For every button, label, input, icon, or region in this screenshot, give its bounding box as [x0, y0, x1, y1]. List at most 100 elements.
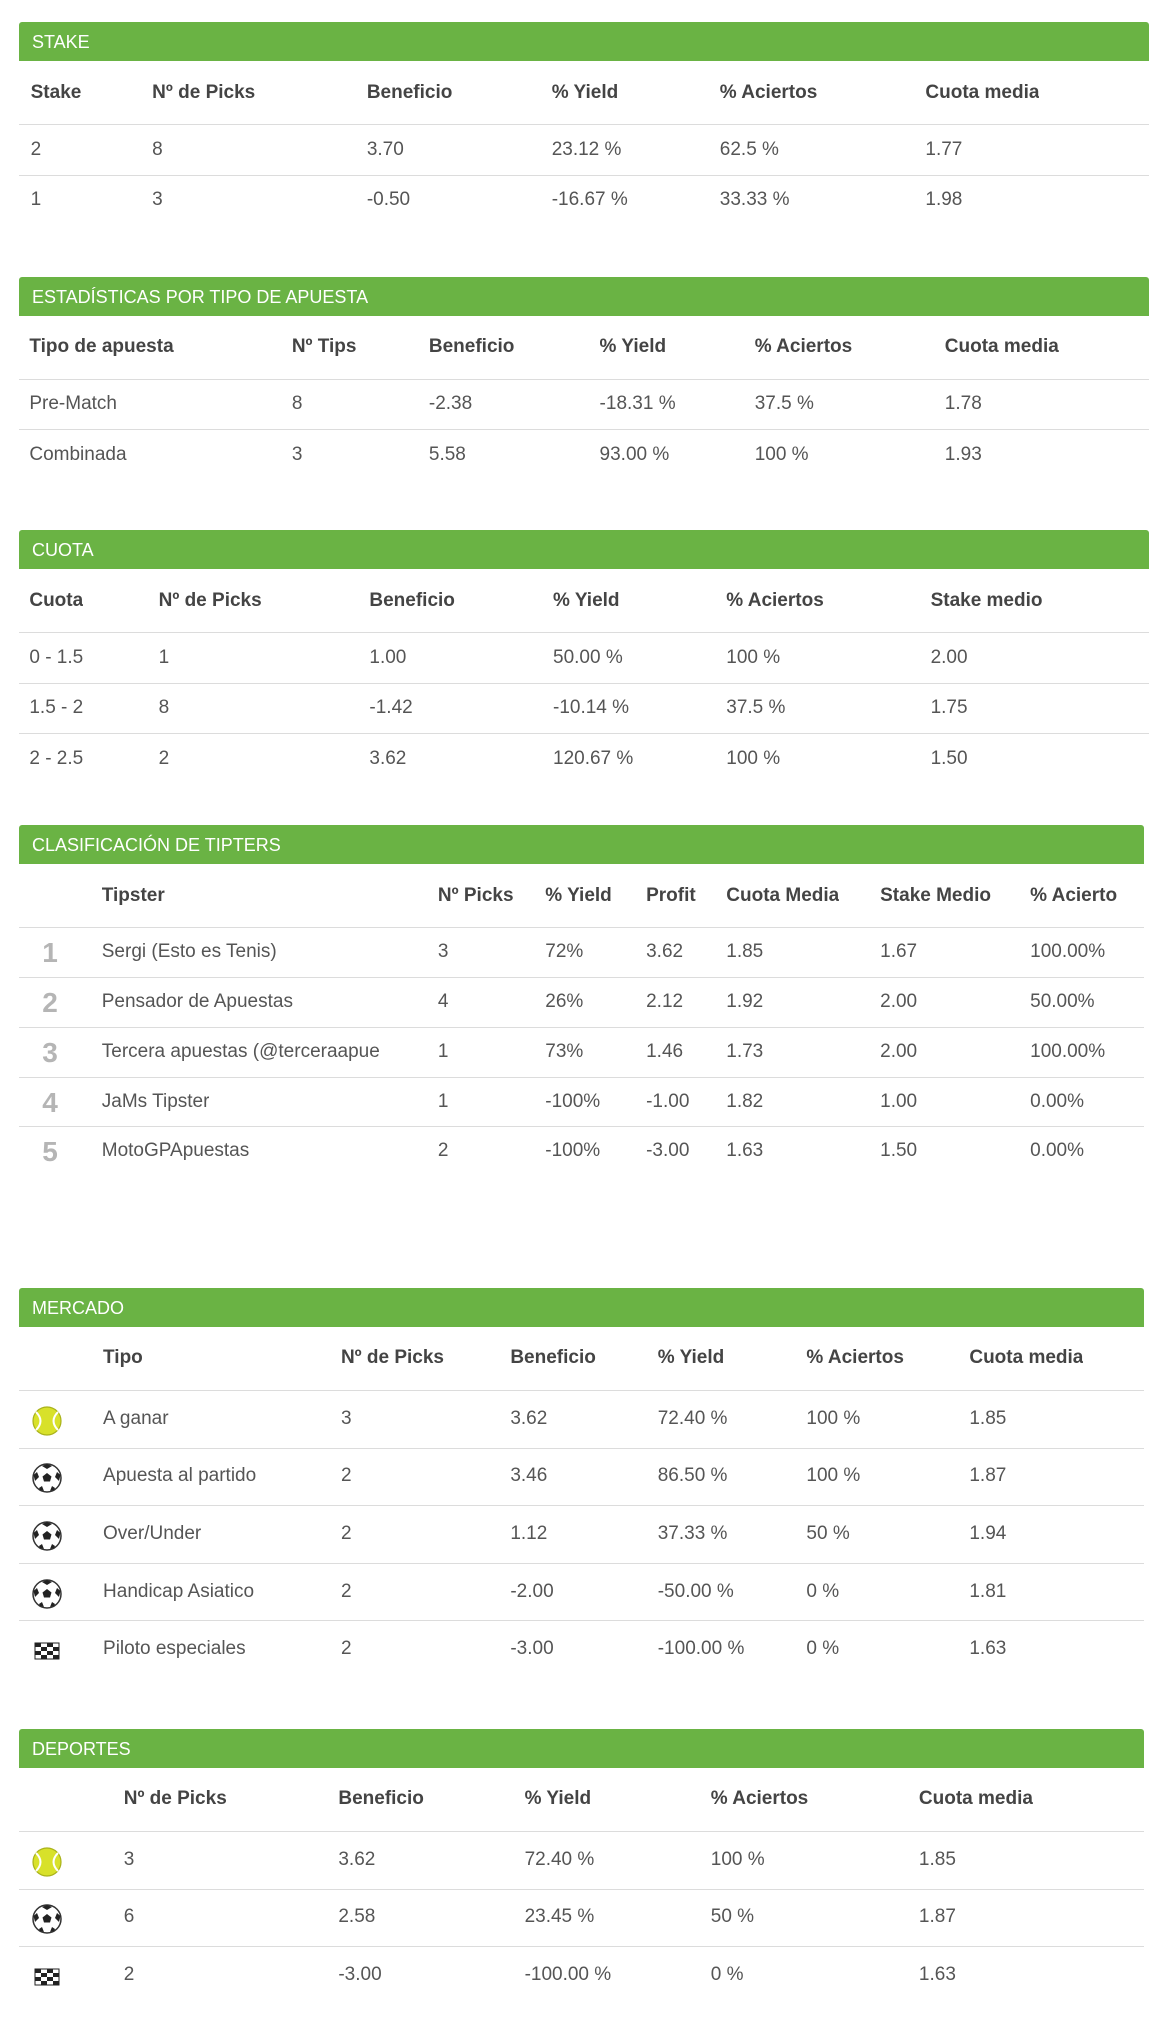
cell-value: 1 — [158, 646, 170, 668]
cell-value: 0.00% — [1030, 1140, 1084, 1162]
column-header: Nº de Picks — [152, 81, 256, 103]
column-header: Beneficio — [428, 336, 515, 358]
sport-icon — [31, 1578, 63, 1610]
cell-value: 1.94 — [969, 1523, 1007, 1545]
cell-value: 73% — [545, 1040, 584, 1062]
column-header: % Yield — [553, 589, 620, 611]
sport-icon — [31, 1635, 63, 1667]
cell-value: 33.33 % — [719, 188, 790, 210]
cell-value: 3.70 — [366, 138, 404, 160]
rank: 3 — [42, 1036, 58, 1068]
cell-value: 0 - 1.5 — [29, 646, 84, 668]
column-header: % Yield — [657, 1347, 725, 1369]
cell-value: Tercera apuestas (@terceraapue — [101, 1040, 380, 1062]
cell-value: 23.12 % — [551, 138, 622, 160]
cell-value: 0 % — [806, 1638, 840, 1660]
cell-value: 2 — [340, 1523, 352, 1545]
cell-value: 1.85 — [918, 1848, 956, 1870]
cell-value: 2 — [30, 138, 42, 160]
cell-value: 1.63 — [918, 1963, 956, 1985]
section-header: ESTADÍSTICAS POR TIPO DE APUESTA — [19, 276, 1150, 316]
cell-value: -100% — [545, 1140, 601, 1162]
sport-icon — [31, 1961, 63, 1993]
cell-value: -3.00 — [646, 1140, 690, 1162]
row-divider — [19, 124, 1150, 126]
row-divider — [19, 1390, 1144, 1392]
section-title: MERCADO — [32, 1297, 125, 1318]
cell-value: 8 — [158, 697, 170, 719]
row-divider — [19, 977, 1144, 979]
sport-icon — [31, 1903, 63, 1935]
column-header: % Yield — [551, 81, 619, 103]
column-header: % Aciertos — [806, 1347, 904, 1369]
sport-icon — [31, 1846, 63, 1878]
cell-value: Sergi (Esto es Tenis) — [101, 941, 277, 963]
cell-value: 2.00 — [880, 990, 918, 1012]
column-header: % Aciertos — [726, 589, 824, 611]
column-header: Cuota — [29, 589, 84, 611]
cell-value: 86.50 % — [657, 1465, 728, 1487]
cell-value: 100 % — [726, 747, 781, 769]
cell-value: 3 — [340, 1407, 352, 1429]
cell-value: 62.5 % — [719, 138, 779, 160]
cell-value: Combinada — [29, 443, 127, 465]
row-divider — [19, 1447, 1144, 1449]
cell-value: 2.00 — [930, 646, 968, 668]
cell-value: 23.45 % — [524, 1906, 595, 1928]
row-divider — [19, 1888, 1144, 1890]
cell-value: 2 — [340, 1465, 352, 1487]
cell-value: 72.40 % — [524, 1848, 595, 1870]
cell-value: 50 % — [710, 1906, 755, 1928]
row-divider — [19, 1620, 1144, 1622]
cell-value: 2.12 — [646, 990, 684, 1012]
cell-value: 100 % — [710, 1848, 765, 1870]
rank: 1 — [42, 937, 58, 969]
cell-value: 1.46 — [646, 1040, 684, 1062]
cell-value: 5.58 — [428, 443, 466, 465]
cell-value: 1.87 — [918, 1906, 956, 1928]
section-header: STAKE — [19, 21, 1150, 61]
cell-value: 120.67 % — [553, 747, 634, 769]
cell-value: 3.62 — [338, 1848, 376, 1870]
sport-icon — [31, 1405, 63, 1437]
row-divider — [19, 682, 1150, 684]
cell-value: 0 % — [806, 1580, 840, 1602]
column-header: Tipster — [101, 884, 165, 906]
column-header: % Yield — [599, 336, 667, 358]
cell-value: 1.67 — [880, 941, 918, 963]
section-title: STAKE — [32, 31, 90, 52]
cell-value: 1.78 — [944, 393, 982, 415]
cell-value: -100% — [545, 1090, 601, 1112]
column-header: Nº Tips — [291, 336, 357, 358]
rank: 5 — [42, 1136, 58, 1168]
cell-value: -18.31 % — [599, 393, 676, 415]
column-header: Nº de Picks — [340, 1347, 444, 1369]
cell-value: 6 — [123, 1906, 135, 1928]
cell-value: 1.93 — [944, 443, 982, 465]
column-header: Stake medio — [930, 589, 1043, 611]
column-header: % Acierto — [1030, 884, 1118, 906]
cell-value: 1 — [30, 188, 42, 210]
cell-value: Piloto especiales — [103, 1638, 246, 1660]
section-header: CLASIFICACIÓN DE TIPTERS — [19, 824, 1144, 864]
cell-value: 0.00% — [1030, 1090, 1084, 1112]
cell-value: 37.5 % — [754, 393, 814, 415]
cell-value: 1.73 — [726, 1040, 764, 1062]
column-header: % Aciertos — [754, 336, 853, 358]
section-header: CUOTA — [19, 530, 1150, 570]
cell-value: -1.42 — [369, 697, 413, 719]
column-header: Nº de Picks — [158, 589, 262, 611]
column-header: Profit — [646, 884, 696, 906]
cell-value: 1.98 — [925, 188, 963, 210]
cell-value: 37.33 % — [657, 1523, 728, 1545]
column-header: Cuota media — [918, 1788, 1033, 1810]
rank: 4 — [42, 1086, 58, 1118]
cell-value: 50.00 % — [553, 646, 623, 668]
cell-value: Handicap Asiatico — [103, 1580, 255, 1602]
row-divider — [19, 174, 1150, 176]
column-header: Nº Picks — [437, 884, 514, 906]
cell-value: 1.63 — [726, 1140, 764, 1162]
section-title: CLASIFICACIÓN DE TIPTERS — [32, 834, 281, 855]
section-header: DEPORTES — [19, 1728, 1144, 1768]
section-title: ESTADÍSTICAS POR TIPO DE APUESTA — [32, 286, 369, 307]
